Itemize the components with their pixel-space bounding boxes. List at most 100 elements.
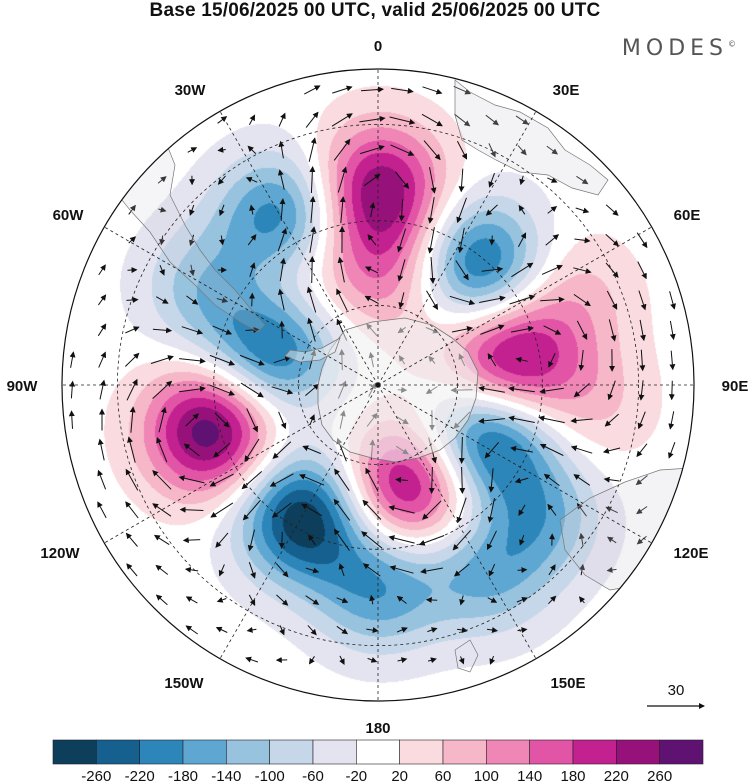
wind-vector [125,326,140,334]
wind-vector [488,143,496,158]
wind-vector [98,264,106,276]
colorbar-tick-label: -260 [81,768,111,783]
wind-vector [98,351,107,368]
wind-vector [426,290,439,311]
wind-vector [543,325,562,335]
wind-vector [367,234,377,246]
wind-vector [359,115,386,123]
wind-vector [539,443,564,456]
wind-vector [510,325,534,333]
wind-vector [242,499,261,521]
wind-vector [305,567,320,574]
colorbar-swatch [529,739,574,765]
wind-vector [517,567,528,574]
wind-vector [128,204,136,215]
wind-vector [366,627,379,634]
wind-vector [510,445,533,453]
wind-vector [276,594,289,606]
colorbar-swatch [96,739,140,765]
wind-vector [669,291,676,310]
wind-vector [269,473,294,487]
wind-vector [126,563,138,577]
wind-vector [458,168,465,193]
wind-vector [155,564,169,575]
wind-vector [126,296,139,303]
wind-vector [425,596,438,603]
colorbar-tick-label: -140 [211,768,241,783]
wind-vector [179,506,204,513]
wind-vector [459,595,465,606]
wind-vector [668,380,675,401]
wind-vector [635,475,648,486]
brand-text: MODES [621,36,728,61]
wind-vector [487,353,497,367]
wind-vector [456,197,467,224]
wind-vector [181,326,204,335]
wind-vector [452,529,472,551]
wind-vector [570,445,593,454]
wind-vector [519,535,525,546]
wind-vector [519,175,526,186]
wind-vector [517,627,528,634]
wind-vector [485,204,498,216]
wind-vector [453,85,472,95]
wind-vector [488,563,496,577]
wind-vector [309,166,316,194]
wind-vector [278,531,285,550]
wind-vector [299,474,325,486]
meridian-line [104,226,379,386]
wind-vector [369,594,376,605]
wind-vector [487,497,495,523]
wind-vector [427,627,438,633]
wind-vector [156,436,168,463]
wind-vector [479,295,506,303]
wind-vector [241,471,263,490]
wind-vector [155,296,169,304]
wind-vector [429,256,436,284]
wind-vector [458,656,465,665]
wind-vector [576,175,589,185]
wind-vector [218,235,225,246]
wind-vector [305,383,320,396]
wind-vector [487,597,498,603]
wind-vector [338,563,345,577]
colorbar-swatch [572,739,617,765]
wind-vector [508,385,535,393]
wind-vector [307,625,317,636]
colorbar-swatch [312,739,357,765]
wind-vector [570,417,593,424]
wind-vector [390,144,415,156]
wind-vector [391,87,414,94]
wind-vector [152,380,173,399]
wind-vector [209,384,236,396]
wind-vector [210,502,234,518]
wind-vector [389,565,414,574]
wind-vector [574,237,591,244]
wind-vector [331,113,353,127]
wind-vector [248,114,256,125]
wind-vector [244,438,260,462]
wind-vector [575,207,590,214]
wind-vector [454,113,471,127]
wind-vector [398,292,405,309]
wind-vector [249,292,256,307]
wind-vector [305,111,319,128]
wind-vector [508,415,535,423]
wind-vector [429,167,437,194]
wind-vector [215,532,229,548]
wind-vector [398,199,405,222]
wind-vector [573,267,592,274]
wind-vector [486,627,498,633]
colorbar-swatch [356,739,400,765]
wind-vector [99,379,106,400]
meridian-line [219,384,379,659]
wind-vector [245,176,258,183]
colorbar-swatch [442,739,487,765]
lon-label-0: 0 [374,38,382,55]
wind-vector [548,595,557,605]
colorbar-tick-label: -180 [168,768,198,783]
wind-vector [277,227,288,252]
wind-vector [127,436,136,463]
wind-vector [489,655,496,665]
wind-vector [639,319,646,342]
